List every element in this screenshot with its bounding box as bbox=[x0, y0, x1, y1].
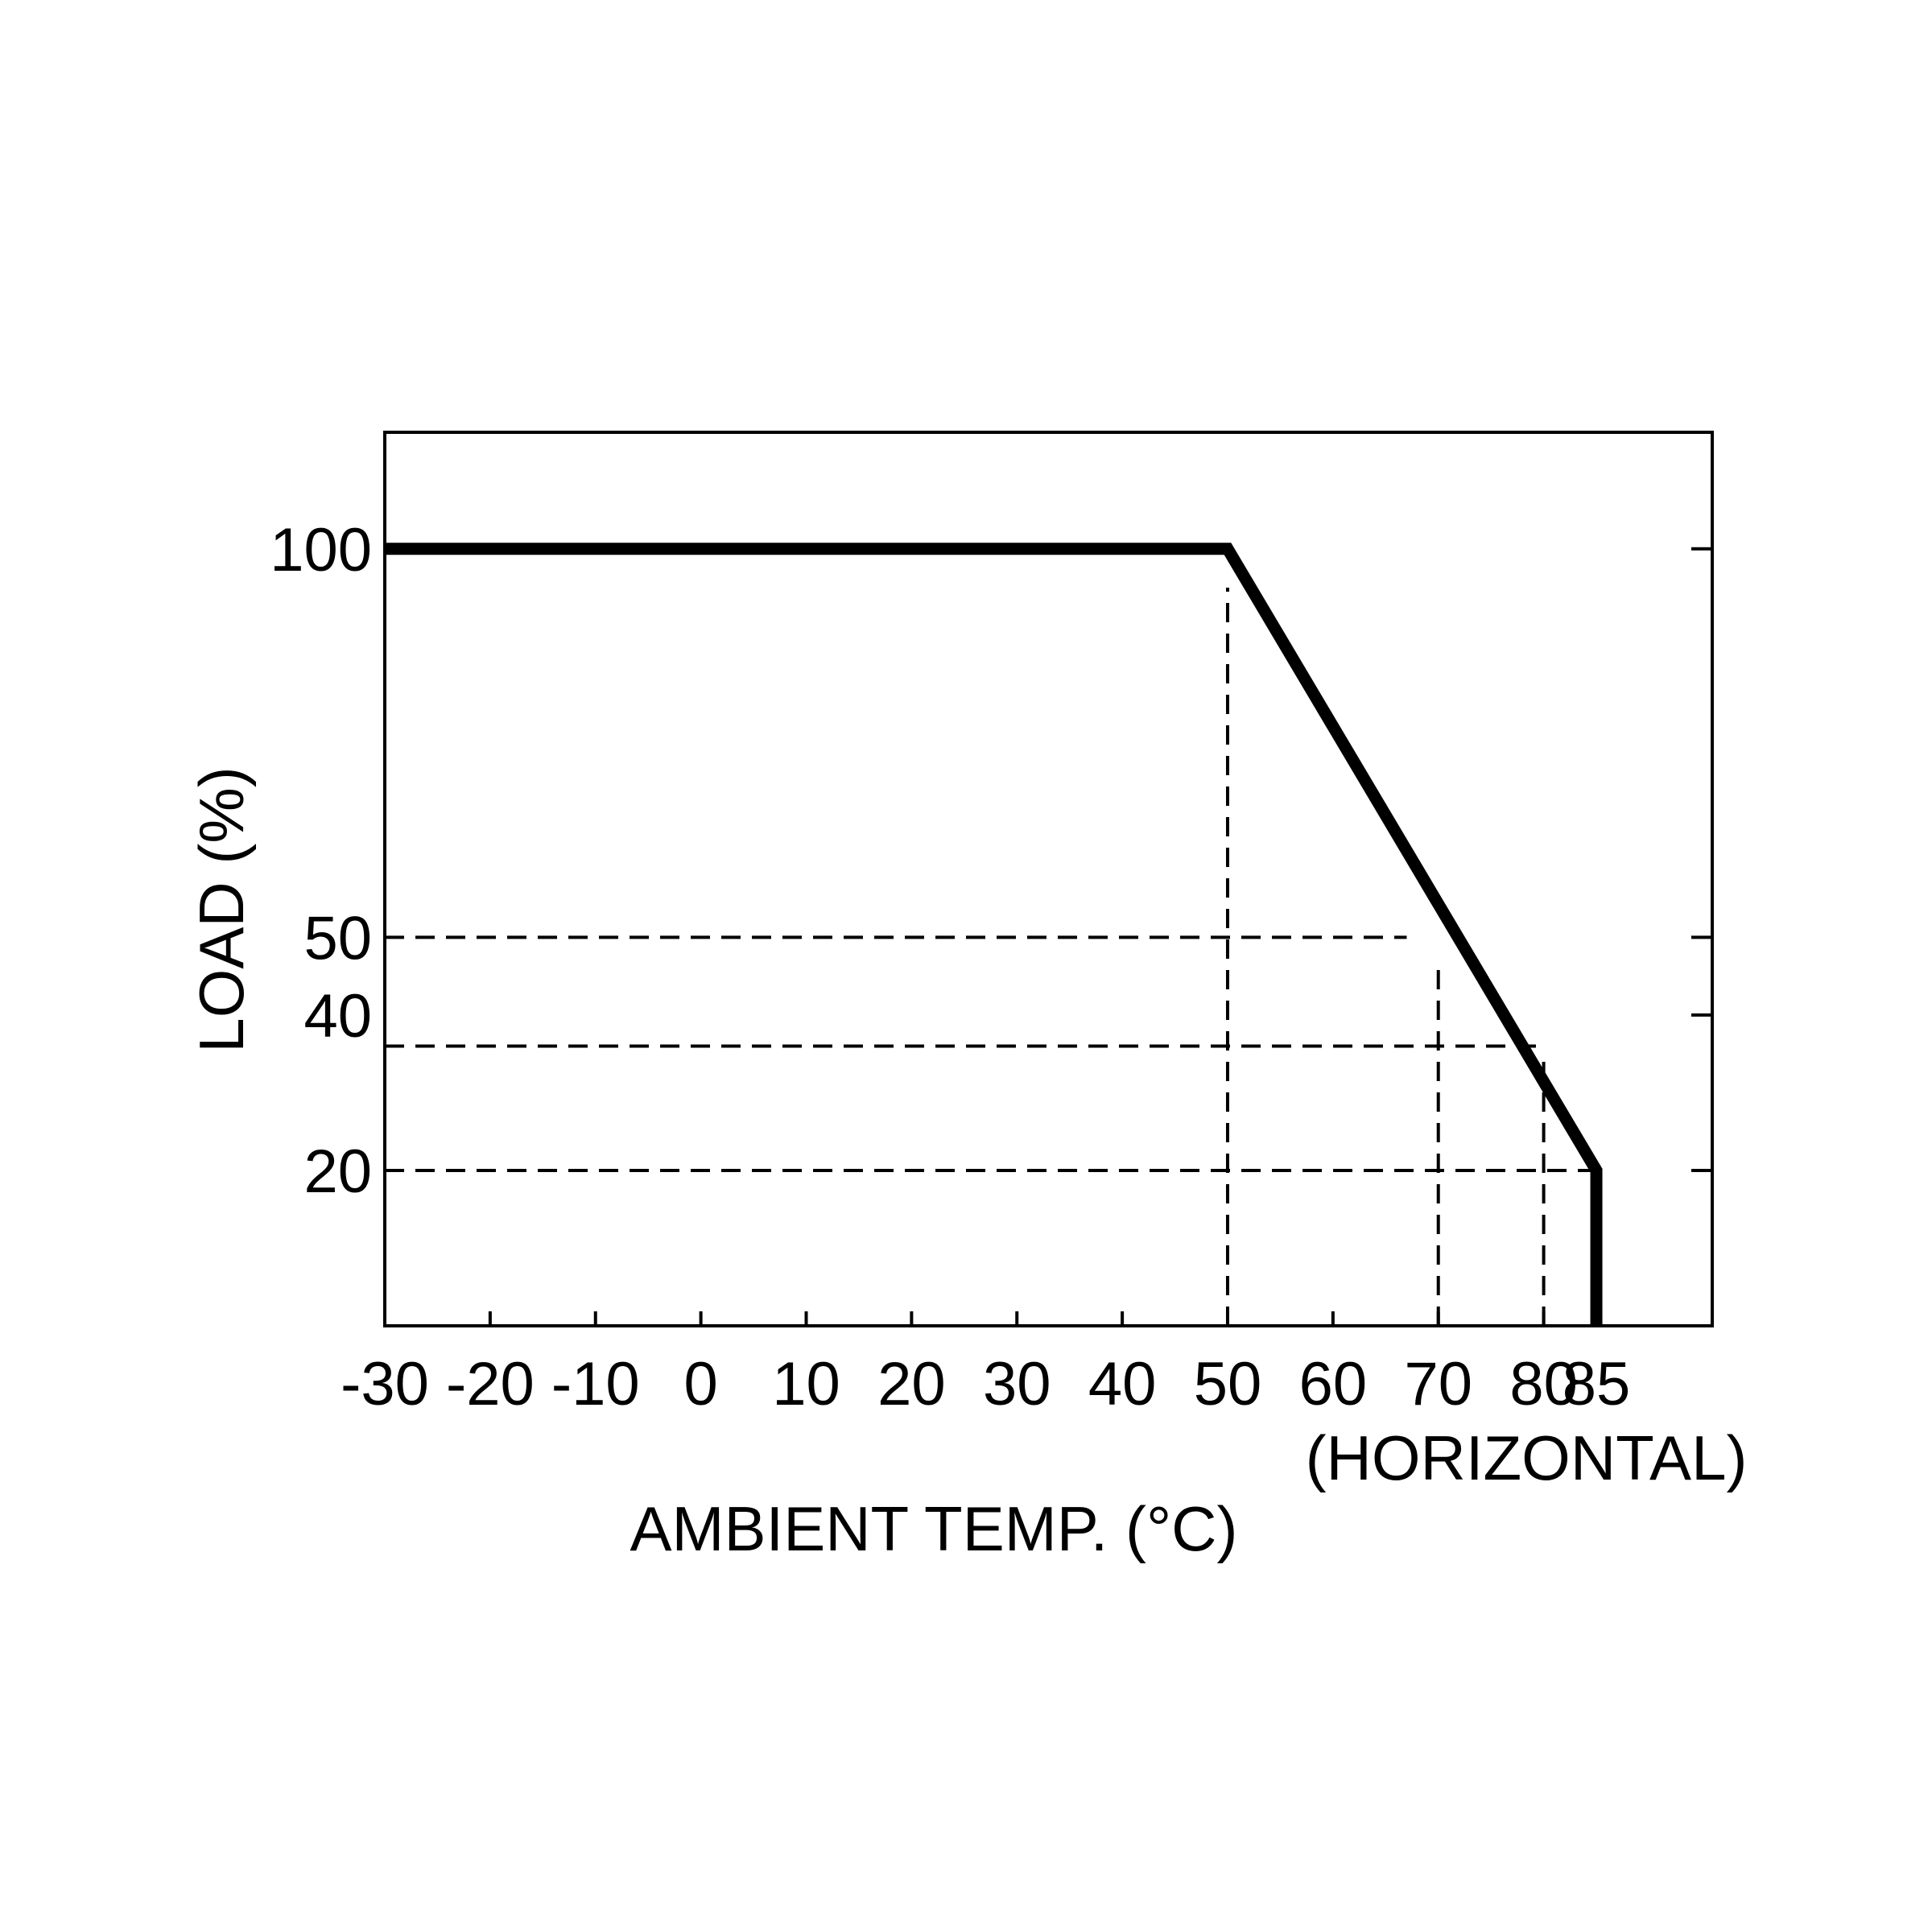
y-tick-labels: 100 50 40 20 bbox=[270, 516, 372, 1206]
x-axis-ticks bbox=[488, 1311, 1599, 1326]
series-layer bbox=[385, 543, 1603, 1326]
x-tick-label: 60 bbox=[1299, 1350, 1368, 1418]
x-tick-label: 0 bbox=[683, 1350, 717, 1418]
x-tick-label: 20 bbox=[877, 1350, 946, 1418]
derating-curve-0 bbox=[385, 543, 1603, 1326]
y-tick-label: 20 bbox=[303, 1137, 372, 1206]
x-tick-label: 70 bbox=[1404, 1350, 1472, 1418]
x-tick-label: 40 bbox=[1088, 1350, 1157, 1418]
x-tick-label: 30 bbox=[983, 1350, 1051, 1418]
plot-frame bbox=[383, 431, 1714, 1327]
y-tick-label: 40 bbox=[303, 982, 372, 1051]
orientation-annotation: (HORIZONTAL) bbox=[1306, 1422, 1748, 1493]
x-tick-label: 85 bbox=[1563, 1350, 1631, 1418]
y-axis-title: LOAD (%) bbox=[186, 766, 257, 1052]
x-tick-label: 50 bbox=[1194, 1350, 1262, 1418]
reference-lines bbox=[385, 588, 1597, 1326]
x-tick-label: 80 bbox=[1509, 1350, 1578, 1418]
right-axis-ticks bbox=[1691, 547, 1712, 1172]
y-tick-label: 50 bbox=[303, 904, 372, 972]
x-tick-label: -20 bbox=[446, 1350, 535, 1418]
x-tick-label: 10 bbox=[772, 1350, 840, 1418]
x-axis-title: AMBIENT TEMP. (°C) bbox=[630, 1493, 1238, 1564]
x-tick-label: -30 bbox=[341, 1350, 429, 1418]
y-tick-label: 100 bbox=[270, 516, 372, 584]
x-tick-label: -10 bbox=[551, 1350, 640, 1418]
